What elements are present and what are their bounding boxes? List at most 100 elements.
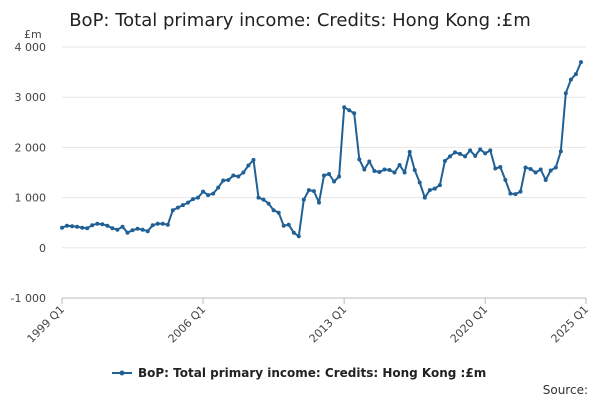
data-point[interactable] <box>216 185 221 190</box>
data-point[interactable] <box>246 163 251 168</box>
data-point[interactable] <box>301 197 306 202</box>
data-point[interactable] <box>191 197 195 202</box>
data-point[interactable] <box>342 105 347 110</box>
data-point[interactable] <box>115 227 120 232</box>
data-point[interactable] <box>352 111 357 116</box>
data-point[interactable] <box>105 223 110 228</box>
data-point[interactable] <box>327 172 331 176</box>
data-point[interactable] <box>432 186 437 191</box>
data-point[interactable] <box>322 173 326 178</box>
legend[interactable]: BoP: Total primary income: Credits: Hong… <box>112 366 486 380</box>
data-point[interactable] <box>65 223 69 228</box>
data-point[interactable] <box>417 180 422 185</box>
data-point[interactable] <box>442 159 447 163</box>
data-point[interactable] <box>160 221 165 226</box>
data-point[interactable] <box>100 222 105 227</box>
data-point[interactable] <box>543 178 548 182</box>
data-point[interactable] <box>80 225 85 230</box>
data-point[interactable] <box>306 188 311 193</box>
data-point[interactable] <box>397 163 402 167</box>
data-point[interactable] <box>427 188 432 193</box>
data-point[interactable] <box>90 223 95 228</box>
data-point[interactable] <box>458 151 462 156</box>
data-point[interactable] <box>130 228 135 233</box>
data-point[interactable] <box>357 157 362 162</box>
data-point[interactable] <box>548 168 553 173</box>
data-point[interactable] <box>221 178 226 183</box>
data-point[interactable] <box>483 151 488 156</box>
data-point[interactable] <box>337 174 342 179</box>
data-point[interactable] <box>372 169 377 173</box>
data-point[interactable] <box>286 222 291 227</box>
data-point[interactable] <box>382 167 387 172</box>
data-point[interactable] <box>488 148 493 153</box>
data-point[interactable] <box>362 167 367 172</box>
data-point[interactable] <box>145 229 150 234</box>
data-point[interactable] <box>422 195 427 200</box>
data-point[interactable] <box>528 167 533 171</box>
data-point[interactable] <box>347 108 352 113</box>
data-point[interactable] <box>563 91 568 96</box>
data-point[interactable] <box>70 224 75 229</box>
data-point[interactable] <box>226 178 231 182</box>
data-point[interactable] <box>473 153 478 158</box>
data-point[interactable] <box>281 223 286 228</box>
data-point[interactable] <box>186 200 190 205</box>
data-point[interactable] <box>236 174 241 179</box>
data-point[interactable] <box>155 221 160 226</box>
data-point[interactable] <box>251 157 256 162</box>
data-point[interactable] <box>261 197 266 202</box>
data-point[interactable] <box>367 159 372 164</box>
data-point[interactable] <box>523 165 528 170</box>
data-point[interactable] <box>493 166 498 171</box>
data-point[interactable] <box>196 195 200 200</box>
data-point[interactable] <box>478 147 483 152</box>
data-point[interactable] <box>437 183 442 188</box>
data-point[interactable] <box>201 189 206 194</box>
data-point[interactable] <box>125 230 130 235</box>
data-point[interactable] <box>392 170 397 175</box>
data-point[interactable] <box>150 223 155 228</box>
data-point[interactable] <box>568 77 573 82</box>
data-point[interactable] <box>377 170 382 174</box>
data-point[interactable] <box>60 225 64 230</box>
data-point[interactable] <box>453 150 457 155</box>
data-point[interactable] <box>140 227 145 232</box>
data-point[interactable] <box>291 230 296 235</box>
data-point[interactable] <box>241 170 246 175</box>
data-point[interactable] <box>448 154 452 159</box>
data-point[interactable] <box>311 189 316 194</box>
data-point[interactable] <box>110 226 115 231</box>
data-point[interactable] <box>508 191 513 196</box>
data-point[interactable] <box>513 192 518 197</box>
data-point[interactable] <box>271 208 276 213</box>
data-point[interactable] <box>468 148 473 153</box>
data-point[interactable] <box>538 167 543 172</box>
data-point[interactable] <box>498 165 503 169</box>
data-point[interactable] <box>317 200 321 205</box>
data-point[interactable] <box>75 224 80 229</box>
data-point[interactable] <box>175 205 180 210</box>
data-point[interactable] <box>573 72 578 77</box>
data-point[interactable] <box>558 149 563 154</box>
data-point[interactable] <box>518 189 523 194</box>
data-point[interactable] <box>332 179 337 184</box>
data-point[interactable] <box>553 165 558 170</box>
data-point[interactable] <box>463 154 468 159</box>
data-point[interactable] <box>407 149 412 154</box>
data-point[interactable] <box>402 170 407 175</box>
data-point[interactable] <box>85 226 90 231</box>
data-point[interactable] <box>95 221 100 226</box>
data-point[interactable] <box>579 60 583 65</box>
data-point[interactable] <box>266 201 271 206</box>
data-point[interactable] <box>135 226 140 231</box>
data-point[interactable] <box>503 178 508 182</box>
data-point[interactable] <box>256 195 261 200</box>
data-point[interactable] <box>412 168 417 172</box>
data-point[interactable] <box>387 168 392 172</box>
data-point[interactable] <box>170 208 175 213</box>
data-point[interactable] <box>231 173 236 178</box>
data-point[interactable] <box>180 203 185 208</box>
data-point[interactable] <box>120 224 125 229</box>
data-point[interactable] <box>533 170 538 175</box>
